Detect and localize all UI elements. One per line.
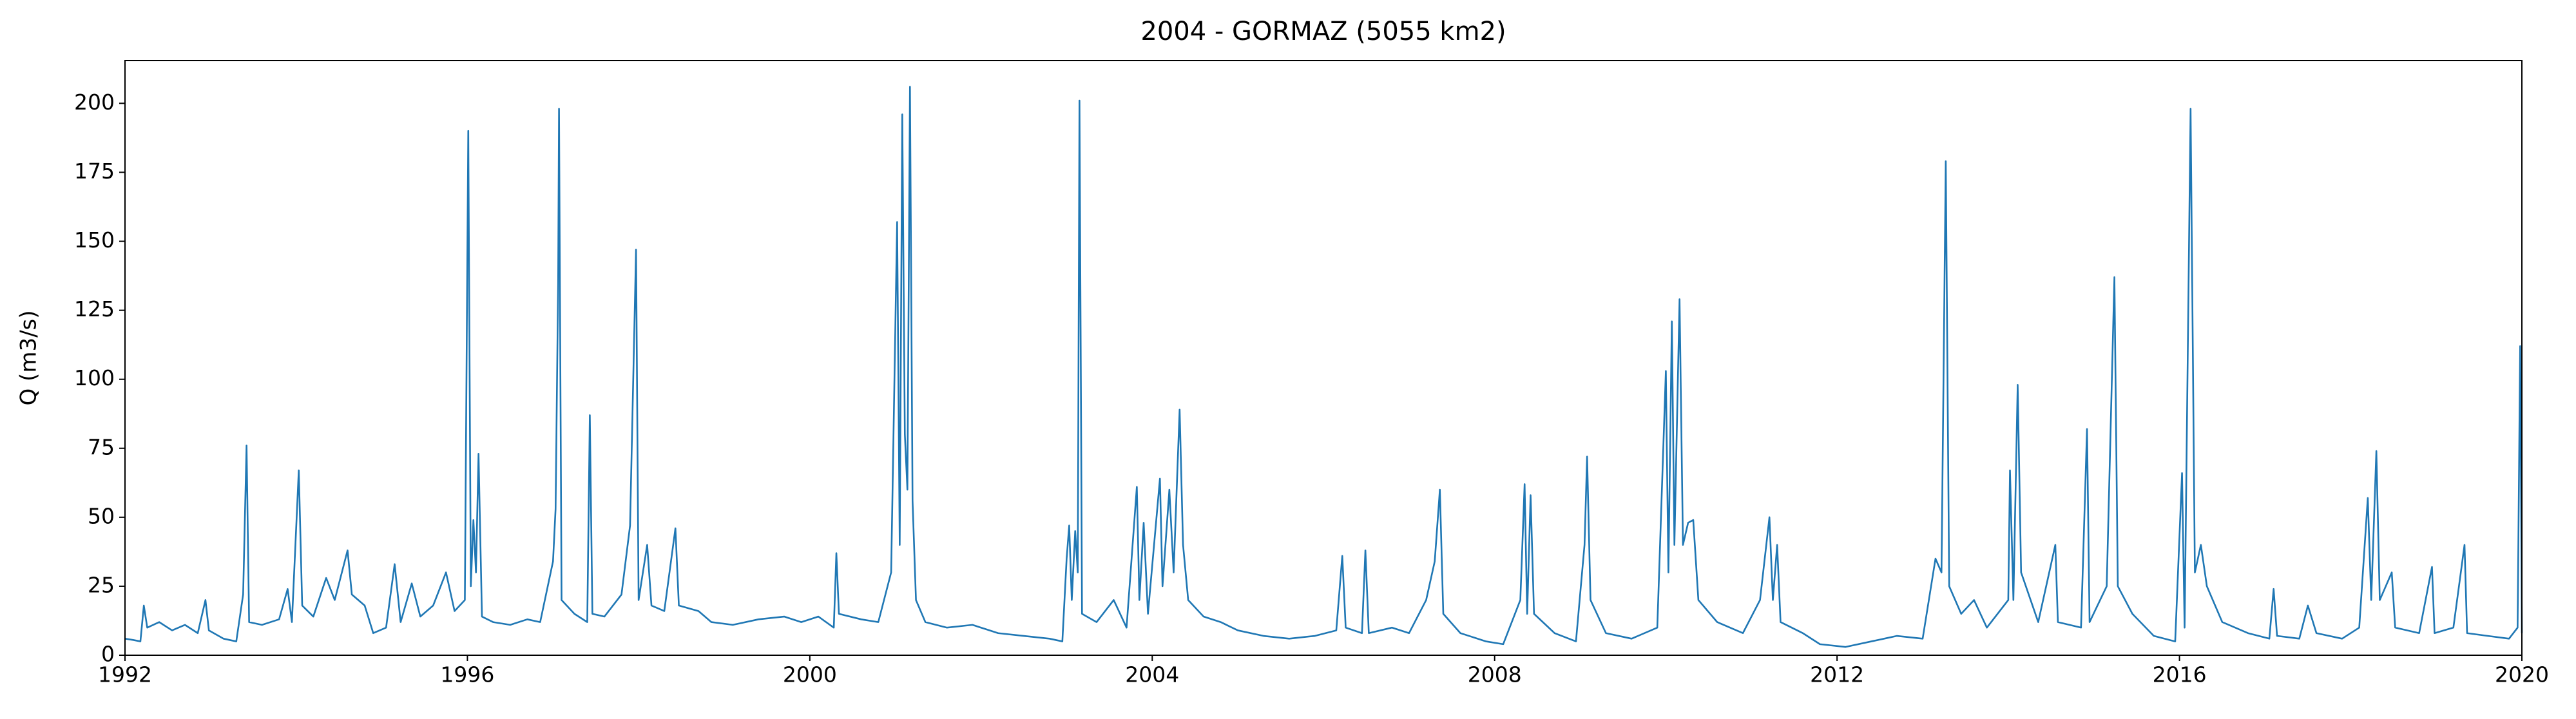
x-tick-label: 2000 (783, 662, 837, 687)
y-tick-label: 25 (88, 572, 115, 597)
y-tick-label: 75 (88, 434, 115, 459)
x-tick-label: 2016 (2153, 662, 2207, 687)
plot-frame (124, 60, 2523, 656)
y-tick-label: 175 (74, 158, 115, 184)
x-tick-label: 2020 (2495, 662, 2549, 687)
x-tick-label: 2008 (1468, 662, 1522, 687)
y-tick-label: 100 (74, 365, 115, 390)
y-axis-label: Q (m3/s) (16, 310, 42, 405)
y-tick-label: 200 (74, 90, 115, 115)
y-tick-label: 50 (88, 503, 115, 528)
x-tick-label: 1996 (440, 662, 494, 687)
chart-title: 2004 - GORMAZ (5055 km2) (1140, 17, 1506, 46)
x-tick-label: 1992 (98, 662, 152, 687)
x-tick-label: 2004 (1125, 662, 1179, 687)
y-tick-label: 125 (74, 296, 115, 321)
data-line (124, 86, 2523, 648)
y-tick-label: 0 (101, 642, 115, 667)
y-tick-label: 150 (74, 227, 115, 253)
x-tick-label: 2012 (1810, 662, 1864, 687)
